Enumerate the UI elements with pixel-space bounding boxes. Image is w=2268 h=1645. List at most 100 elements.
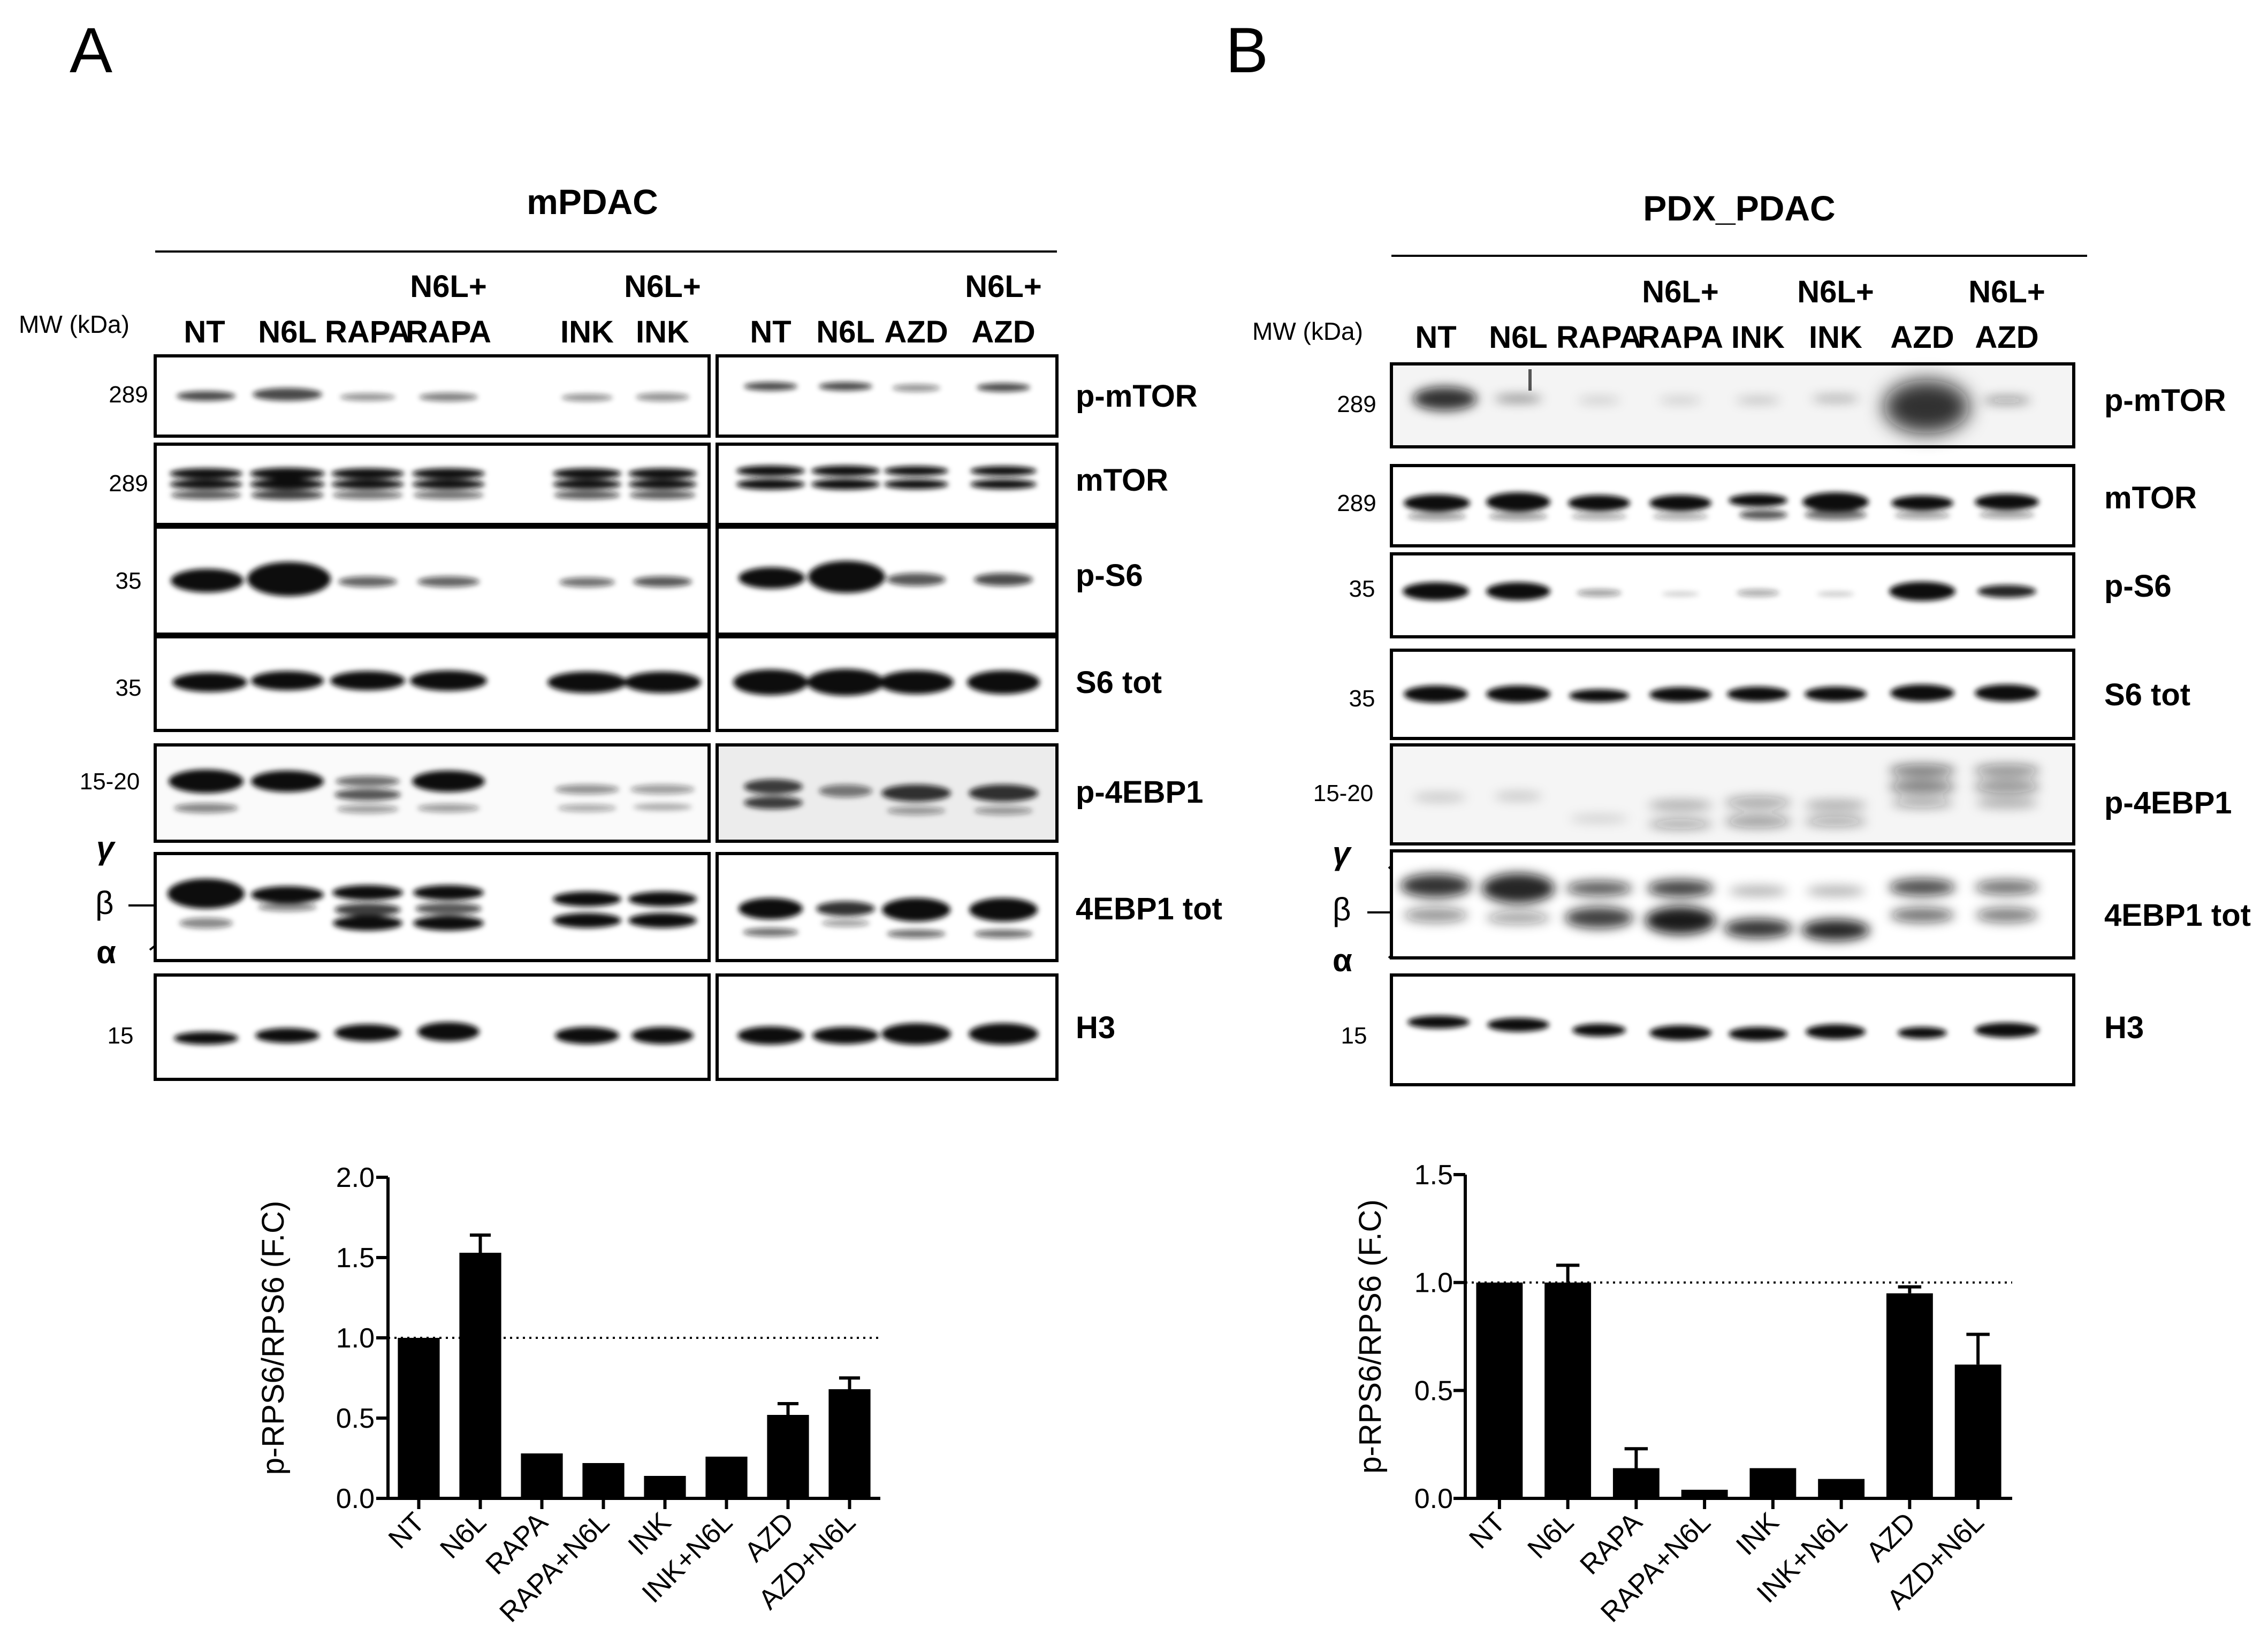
x-tick-label: INK	[622, 1506, 678, 1562]
mw-marker: 289	[109, 382, 148, 408]
bar	[1749, 1468, 1797, 1498]
lane-label: AZD	[1975, 320, 2038, 355]
x-tick-label: NT	[383, 1506, 431, 1555]
mw-marker: 289	[1337, 391, 1376, 417]
lane-label: N6L	[816, 315, 875, 349]
mw-marker: 15	[108, 1023, 134, 1049]
lane-label: INK	[1731, 320, 1785, 355]
lane-label: RAPA	[1556, 320, 1642, 355]
isoform-alpha: α	[1333, 942, 1352, 978]
panel-a-lane-labels-group-2: NT N6L AZD N6L+ AZD	[750, 269, 1041, 349]
bar	[1886, 1293, 1933, 1498]
blot-label: 4EBP1 tot	[2104, 898, 2251, 933]
y-tick-label: 0.0	[336, 1483, 375, 1514]
isoform-beta: β	[95, 885, 114, 921]
bar	[1476, 1282, 1523, 1498]
panel-a-bands	[168, 382, 1040, 1045]
panel-b-mw-header: MW (kDa)	[1252, 317, 1363, 345]
panel-a-mw-header: MW (kDa)	[19, 310, 130, 338]
panel-b-lane-labels: NT N6L RAPA N6L+ RAPA INK N6L+ INK AZD N…	[1415, 275, 2045, 355]
blot-label: p-S6	[1076, 558, 1143, 593]
lane-label: AZD	[971, 315, 1035, 349]
bar	[582, 1463, 625, 1498]
panel-b-sample-title: PDX_PDAC	[1643, 188, 1835, 228]
blot-label: p-4EBP1	[2104, 786, 2232, 820]
isoform-gamma: γ	[96, 830, 116, 866]
lane-label: NT	[750, 315, 791, 349]
blot-label: p-mTOR	[1076, 379, 1198, 414]
x-tick-label: NT	[1463, 1506, 1511, 1555]
lane-label: INK	[1809, 320, 1862, 355]
y-tick-label: 1.0	[1414, 1268, 1453, 1299]
bar	[459, 1253, 501, 1498]
blot-strip	[1390, 743, 2075, 846]
mw-marker: 289	[109, 470, 148, 497]
blot-strip	[716, 354, 1059, 438]
bar-chart-b: 0.00.51.01.5p-RPS6/RPS6 (F.C)NT N6LRAPARA…	[1353, 1160, 2012, 1628]
panel-b-bands	[1401, 369, 2040, 1041]
panel-b-letter: B	[1226, 14, 1268, 86]
mw-marker: 15-20	[1313, 780, 1374, 806]
bar	[1818, 1479, 1865, 1498]
bar	[767, 1415, 809, 1498]
y-tick-label: 1.0	[336, 1323, 375, 1354]
blot-label: mTOR	[2104, 481, 2197, 515]
blot-label: S6 tot	[2104, 677, 2190, 712]
blot-label: S6 tot	[1076, 665, 1162, 700]
bar	[828, 1389, 871, 1498]
blot-label: H3	[1076, 1010, 1115, 1045]
blot-label: p-4EBP1	[1076, 775, 1204, 810]
bar	[1681, 1489, 1728, 1498]
lane-label-top: N6L+	[1797, 275, 1874, 309]
y-tick-label: 0.5	[1414, 1375, 1453, 1406]
blot-label: p-S6	[2104, 569, 2172, 604]
blot-strip	[154, 743, 711, 843]
lane-label-top: N6L+	[965, 269, 1041, 304]
mw-marker: 35	[116, 675, 142, 701]
panel-b-mw-markers: 289 289 35 35 15-20 15	[1313, 391, 1376, 1049]
panel-a-lane-labels-group-1: NT N6L RAPA N6L+ RAPA INK N6L+ INK	[184, 269, 701, 349]
blot-label: mTOR	[1076, 463, 1168, 498]
y-tick-label: 0.5	[336, 1403, 375, 1434]
lane-label: RAPA	[1638, 320, 1723, 355]
bar	[1544, 1282, 1592, 1498]
blot-label: 4EBP1 tot	[1076, 892, 1222, 926]
panel-a-letter: A	[70, 14, 112, 86]
panel-a-sample-title: mPDAC	[527, 182, 658, 222]
lane-label: INK	[636, 315, 689, 349]
isoform-alpha: α	[96, 934, 116, 970]
panel-a-blot-labels: p-mTOR mTOR p-S6 S6 tot p-4EBP1 4EBP1 to…	[1076, 379, 1222, 1045]
lane-label: N6L	[1489, 320, 1548, 355]
y-tick-label: 2.0	[336, 1162, 375, 1193]
y-axis-label: p-RPS6/RPS6 (F.C)	[1353, 1199, 1388, 1473]
lane-label-top: N6L+	[1642, 275, 1718, 309]
mw-marker: 289	[1337, 490, 1376, 516]
lane-label: RAPA	[406, 315, 491, 349]
blot-strip	[1390, 849, 2075, 959]
bar-chart-a: 0.00.51.01.52.0p-RPS6/RPS6 (F.C)NT N6LRAP…	[256, 1162, 880, 1628]
mw-marker: 35	[116, 568, 142, 594]
y-tick-label: 0.0	[1414, 1483, 1453, 1514]
mw-marker: 35	[1349, 686, 1375, 712]
bar	[1954, 1364, 2001, 1498]
isoform-gamma: γ	[1333, 835, 1352, 871]
mw-marker: 15	[1341, 1023, 1367, 1049]
blot-label: H3	[2104, 1010, 2144, 1045]
blot-strip	[1390, 362, 2075, 448]
x-tick-label: INK	[1730, 1506, 1785, 1562]
lane-label: NT	[1415, 320, 1456, 355]
x-tick-label: N6L	[1522, 1506, 1580, 1564]
bar	[1612, 1468, 1660, 1498]
lane-label: RAPA	[325, 315, 410, 349]
lane-label: INK	[560, 315, 614, 349]
lane-label-top: N6L+	[1968, 275, 2045, 309]
y-tick-label: 1.5	[1414, 1160, 1453, 1191]
bar	[398, 1338, 440, 1498]
panel-a: A mPDAC MW (kDa) NT N6L RAPA N6L+ RAPA I…	[19, 14, 1222, 1081]
x-tick-label: AZD	[1860, 1506, 1922, 1568]
y-axis-label: p-RPS6/RPS6 (F.C)	[256, 1201, 291, 1475]
bar	[644, 1476, 686, 1498]
blot-label: p-mTOR	[2104, 383, 2226, 418]
bar	[705, 1457, 748, 1498]
